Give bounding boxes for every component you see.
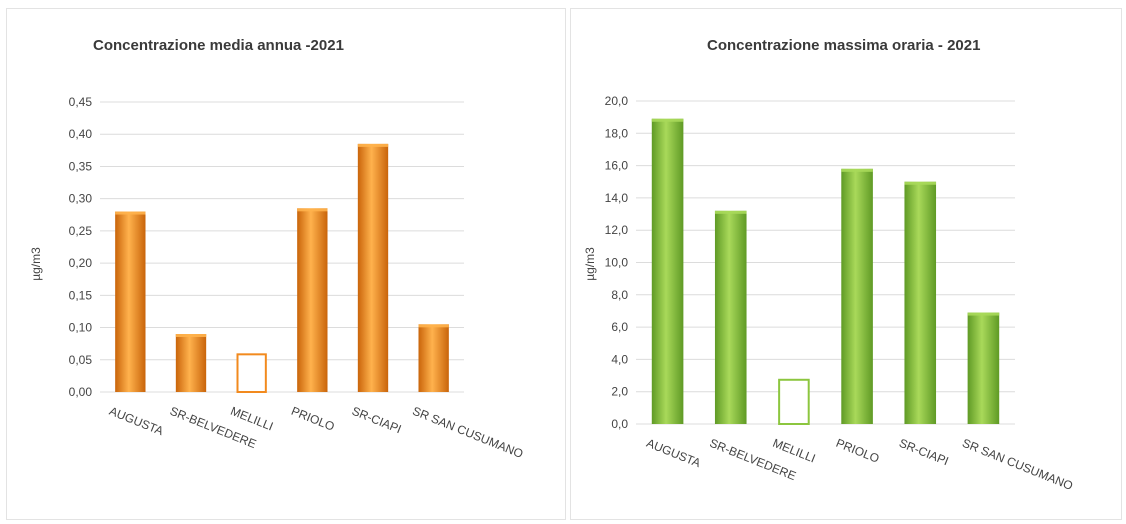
y-tick-label: 0,35 [69, 159, 93, 173]
chart-annual-mean: Concentrazione media annua -2021 µg/m3 0… [29, 37, 526, 461]
bar [297, 208, 328, 392]
y-tick-label: 2,0 [611, 385, 628, 399]
x-tick-label: PRIOLO [834, 436, 881, 466]
bar [778, 378, 810, 425]
bar-top-highlight [904, 181, 937, 185]
x-tick-label: AUGUSTA [644, 436, 702, 470]
y-tick-label: 0,15 [69, 288, 93, 302]
y-tick-label: 0,40 [69, 127, 93, 141]
y-tick-label: 18,0 [605, 126, 629, 140]
x-tick-label: SR SAN CUSUMANO [411, 404, 526, 461]
bar [967, 312, 1000, 424]
y-axis-label-annual-mean: µg/m3 [29, 247, 43, 281]
y-tick-label: 0,00 [69, 385, 93, 399]
chart-title-annual-mean: Concentrazione media annua -2021 [93, 37, 344, 54]
chart-panel-annual-mean: Concentrazione media annua -2021 µg/m3 0… [6, 8, 566, 520]
bar [236, 353, 267, 394]
bar-top-highlight [175, 334, 207, 337]
y-tick-label: 12,0 [605, 223, 629, 237]
y-tick-label: 4,0 [611, 352, 628, 366]
bar [651, 118, 684, 424]
y-tick-label: 8,0 [611, 288, 628, 302]
bar [357, 143, 389, 392]
x-tick-label: PRIOLO [289, 404, 336, 434]
y-tick-label: 20,0 [605, 94, 629, 108]
x-tick-label: AUGUSTA [107, 404, 165, 438]
bar-top-highlight [841, 168, 873, 172]
y-tick-label: 0,05 [69, 353, 93, 367]
y-tick-label: 14,0 [605, 191, 629, 205]
bar-top-highlight [714, 210, 747, 214]
y-tick-label: 0,20 [69, 256, 93, 270]
y-tick-label: 0,10 [69, 321, 93, 335]
bar-top-highlight [115, 211, 146, 215]
y-tick-label: 16,0 [605, 159, 629, 173]
y-tick-label: 0,30 [69, 192, 93, 206]
bar [418, 324, 449, 392]
y-tick-label: 0,25 [69, 224, 93, 238]
bar-top-highlight [651, 118, 684, 122]
y-tick-label: 6,0 [611, 320, 628, 334]
y-axis-label-hourly-max: µg/m3 [583, 247, 597, 281]
bar [714, 210, 747, 424]
y-tick-label: 0,45 [69, 95, 93, 109]
y-tick-label: 10,0 [605, 256, 629, 270]
bar-top-highlight [357, 143, 389, 147]
x-tick-label: SR-CIAPI [897, 436, 950, 468]
y-tick-label: 0,0 [611, 417, 628, 431]
bar [904, 181, 937, 424]
chart-hourly-max: Concentrazione massima oraria - 2021 µg/… [583, 37, 1075, 493]
bar [841, 168, 873, 424]
x-tick-label: SR-CIAPI [350, 404, 403, 436]
bar [115, 211, 146, 392]
bar-top-highlight [967, 312, 1000, 316]
chart-title-hourly-max: Concentrazione massima oraria - 2021 [707, 37, 980, 54]
bar [175, 334, 207, 392]
bar-top-highlight [297, 208, 328, 212]
chart-panel-hourly-max: Concentrazione massima oraria - 2021 µg/… [570, 8, 1122, 520]
bar-top-highlight [418, 324, 449, 328]
x-tick-label: SR SAN CUSUMANO [960, 436, 1075, 493]
